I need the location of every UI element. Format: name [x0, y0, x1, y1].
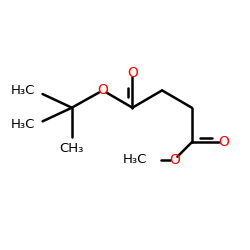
Text: O: O [97, 84, 108, 98]
Text: CH₃: CH₃ [60, 142, 84, 155]
Text: O: O [169, 152, 180, 166]
Text: H₃C: H₃C [10, 84, 35, 97]
Text: O: O [218, 135, 229, 149]
Text: O: O [127, 66, 138, 80]
Text: H₃C: H₃C [10, 118, 35, 132]
Text: H₃C: H₃C [123, 153, 147, 166]
